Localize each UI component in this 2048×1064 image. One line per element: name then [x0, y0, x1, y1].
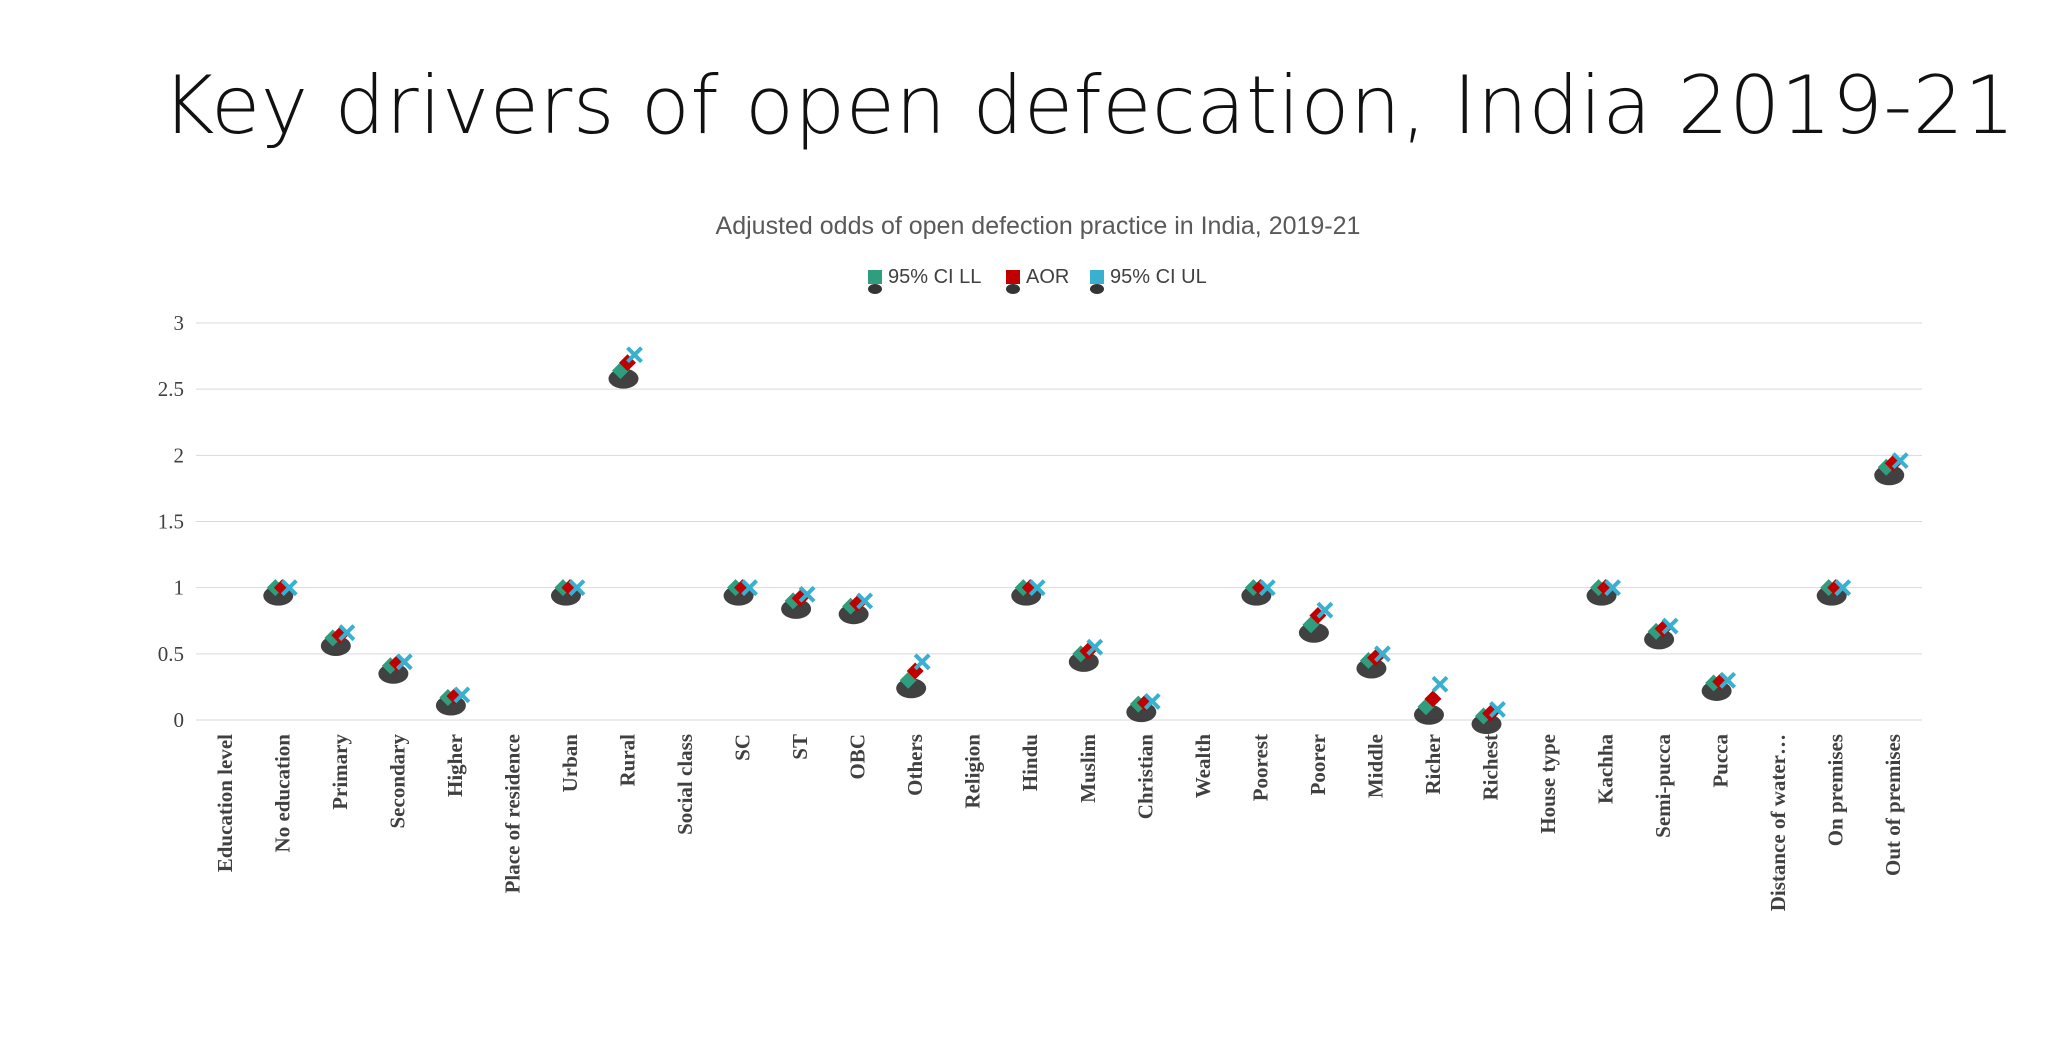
- x-tick-label: Poorest: [1248, 734, 1272, 801]
- x-tick-label: On premises: [1824, 734, 1848, 846]
- point-ci-ul: [741, 579, 758, 597]
- x-tick-label: Rural: [616, 734, 640, 787]
- x-tick-label: Middle: [1363, 734, 1387, 798]
- x-tick-label: Higher: [443, 734, 467, 797]
- chart-title: Adjusted odds of open defection practice…: [716, 212, 1361, 240]
- y-axis: 0 0.5 1 1.5 2 2.5 3: [158, 311, 184, 732]
- x-axis: Education level No education Primary Second…: [213, 734, 1905, 912]
- x-tick-label: Wealth: [1191, 734, 1215, 798]
- legend-shadow: [868, 284, 882, 294]
- y-tick-label: 2.5: [158, 377, 184, 401]
- x-tick-label: Out of premises: [1881, 734, 1905, 876]
- legend-item: 95% CI UL: [1090, 266, 1207, 294]
- legend-swatch: [1006, 270, 1020, 284]
- point-ci-ul: [453, 686, 471, 704]
- y-tick-label: 1: [174, 576, 185, 600]
- point-ci-ul: [1316, 601, 1334, 619]
- point-ci-ul: [338, 624, 356, 642]
- x-tick-label: Urban: [558, 734, 582, 793]
- x-tick-label: Pucca: [1709, 734, 1733, 788]
- point-ci-ul: [1719, 671, 1737, 689]
- point-ci-ul: [1374, 645, 1391, 663]
- y-tick-label: 0.5: [158, 642, 184, 666]
- point-ci-ul: [1661, 617, 1679, 635]
- point-ci-ul: [856, 592, 874, 610]
- x-tick-label: Others: [903, 734, 927, 796]
- legend-shadow: [1006, 284, 1020, 294]
- point-ci-ul: [1834, 579, 1852, 597]
- x-tick-label: Primary: [328, 734, 352, 810]
- x-tick-label: Social class: [673, 734, 697, 835]
- point-ci-ul: [1891, 452, 1909, 470]
- x-tick-label: No education: [270, 734, 294, 853]
- point-ci-ul: [1143, 693, 1161, 710]
- x-tick-label: Poorer: [1306, 734, 1330, 795]
- y-tick-label: 2: [174, 443, 185, 467]
- x-tick-label: Religion: [961, 734, 985, 809]
- x-tick-label: Semi-pucca: [1651, 734, 1675, 838]
- x-tick-label: SC: [731, 734, 755, 761]
- x-tick-label: Place of residence: [500, 734, 524, 893]
- x-tick-label: Richest: [1479, 734, 1503, 801]
- legend-label: AOR: [1026, 266, 1069, 288]
- legend-swatch: [1090, 270, 1104, 284]
- point-ci-ul: [1604, 579, 1621, 597]
- point-ci-ul: [1489, 700, 1506, 718]
- point-ci-ul: [798, 585, 816, 603]
- point-ci-ul: [626, 346, 643, 364]
- x-tick-label: Richer: [1421, 734, 1445, 795]
- point-ci-ul: [1086, 638, 1104, 656]
- point-ci-ul: [395, 653, 413, 671]
- point-ci-ul: [568, 579, 586, 597]
- legend-item: AOR: [1006, 266, 1069, 294]
- x-tick-label: OBC: [846, 734, 870, 780]
- slide-title: Key drivers of open defecation, India 20…: [162, 59, 2016, 152]
- point-ci-ul: [1028, 579, 1046, 597]
- legend: 95% CI LL AOR 95% CI UL: [868, 266, 1207, 294]
- legend-label: 95% CI UL: [1110, 266, 1207, 288]
- point-ci-ul: [913, 653, 931, 671]
- point-ci-ul: [1431, 675, 1449, 693]
- x-tick-label: Muslim: [1076, 734, 1100, 803]
- x-tick-label: ST: [788, 734, 812, 760]
- y-tick-label: 1.5: [158, 510, 184, 534]
- legend-shadow: [1090, 284, 1104, 294]
- point-ci-ul: [1258, 579, 1276, 597]
- legend-item: 95% CI LL: [868, 266, 981, 294]
- y-tick-label: 0: [174, 708, 185, 732]
- x-tick-label: Christian: [1133, 734, 1157, 820]
- x-tick-label: Kachha: [1594, 734, 1618, 805]
- x-tick-label: Hindu: [1018, 734, 1042, 792]
- legend-swatch: [868, 270, 882, 284]
- legend-label: 95% CI LL: [888, 266, 981, 288]
- x-tick-label: Secondary: [385, 734, 409, 829]
- point-ci-ul: [280, 579, 298, 597]
- point-aor: [1424, 690, 1442, 708]
- x-tick-label: Distance of water…: [1766, 734, 1790, 911]
- x-tick-label: Education level: [213, 734, 237, 872]
- data-points: [263, 346, 1909, 735]
- y-tick-label: 3: [174, 311, 185, 335]
- gridlines: [196, 322, 1922, 721]
- x-tick-label: House type: [1536, 734, 1560, 834]
